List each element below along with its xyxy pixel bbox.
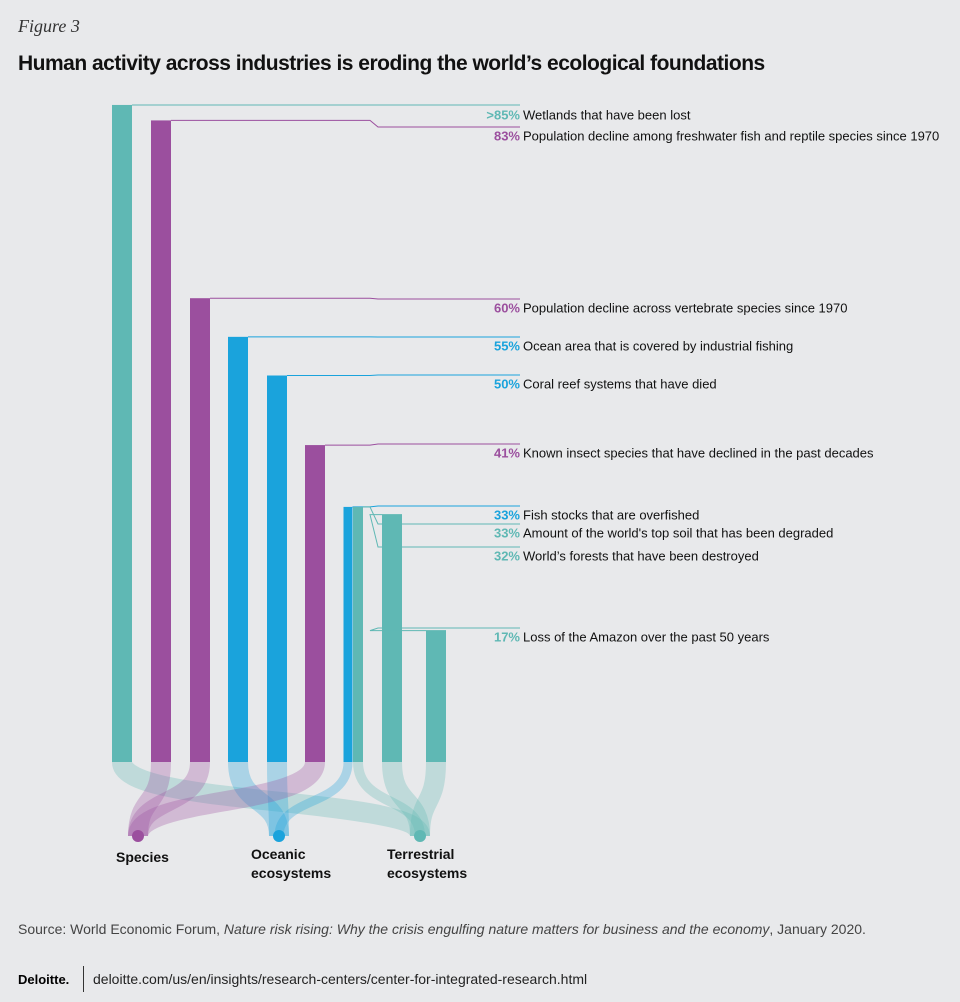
fan-line bbox=[228, 761, 289, 837]
value-label: 50% bbox=[494, 376, 520, 391]
fan-line bbox=[353, 761, 425, 837]
category-label: Fish stocks that are overfished bbox=[523, 507, 699, 522]
bar bbox=[190, 298, 210, 762]
source: Source: World Economic Forum, Nature ris… bbox=[18, 921, 866, 937]
category-label: Wetlands that have been lost bbox=[523, 107, 691, 122]
connector bbox=[369, 627, 520, 632]
connector bbox=[171, 119, 520, 128]
bar bbox=[228, 336, 248, 762]
fan-line bbox=[112, 758, 430, 840]
legend-dot bbox=[132, 830, 144, 842]
source-prefix: Source: World Economic Forum, bbox=[18, 921, 224, 937]
source-suffix: , January 2020. bbox=[769, 921, 866, 937]
value-label: 55% bbox=[494, 338, 520, 353]
legend-label: Oceanic ecosystems bbox=[251, 846, 332, 881]
figure-label: Figure 3 bbox=[18, 16, 80, 36]
category-label: World’s forests that have been destroyed bbox=[523, 548, 759, 563]
category-label: Known insect species that have declined … bbox=[523, 445, 874, 460]
fan-line bbox=[382, 761, 430, 837]
category-label: Population decline among freshwater fish… bbox=[523, 128, 939, 143]
value-label: >85% bbox=[486, 107, 520, 122]
bar bbox=[382, 514, 402, 762]
fan-line bbox=[128, 761, 210, 838]
source-title: Nature risk rising: Why the crisis engul… bbox=[223, 921, 770, 937]
fan-line bbox=[274, 761, 353, 837]
connector bbox=[325, 443, 520, 446]
category-label: Ocean area that is covered by industrial… bbox=[523, 338, 793, 353]
bar bbox=[151, 120, 171, 762]
category-label: Loss of the Amazon over the past 50 year… bbox=[523, 629, 770, 644]
fan-line bbox=[267, 761, 289, 837]
category-label: Population decline across vertebrate spe… bbox=[523, 300, 847, 315]
bar bbox=[343, 506, 353, 762]
brand: Deloitte. bbox=[18, 972, 70, 987]
connector bbox=[363, 506, 520, 525]
value-label: 33% bbox=[494, 507, 520, 522]
chart-title: Human activity across industries is erod… bbox=[18, 52, 765, 75]
fan-line bbox=[128, 761, 171, 837]
bar bbox=[305, 445, 325, 762]
value-label: 32% bbox=[494, 548, 520, 563]
category-label: Amount of the world's top soil that has … bbox=[523, 525, 833, 540]
value-label: 33% bbox=[494, 525, 520, 540]
divider bbox=[83, 966, 84, 992]
bar bbox=[426, 630, 446, 762]
fan-line bbox=[410, 761, 446, 837]
footer-url: deloitte.com/us/en/insights/research-cen… bbox=[93, 971, 588, 987]
bar bbox=[112, 104, 132, 762]
value-label: 41% bbox=[494, 445, 520, 460]
legend-label: Terrestrial ecosystems bbox=[387, 846, 468, 881]
connector bbox=[287, 374, 520, 376]
bar bbox=[353, 506, 363, 762]
connector bbox=[369, 514, 520, 548]
fan-line bbox=[128, 759, 325, 839]
legend-dot bbox=[273, 830, 285, 842]
legend-dot bbox=[414, 830, 426, 842]
category-label: Coral reef systems that have died bbox=[523, 376, 717, 391]
connector bbox=[210, 297, 520, 300]
fan-lines bbox=[112, 758, 446, 840]
value-label: 83% bbox=[494, 128, 520, 143]
value-label: 17% bbox=[494, 629, 520, 644]
bar bbox=[267, 375, 287, 762]
legend-label: Species bbox=[116, 849, 169, 865]
value-label: 60% bbox=[494, 300, 520, 315]
